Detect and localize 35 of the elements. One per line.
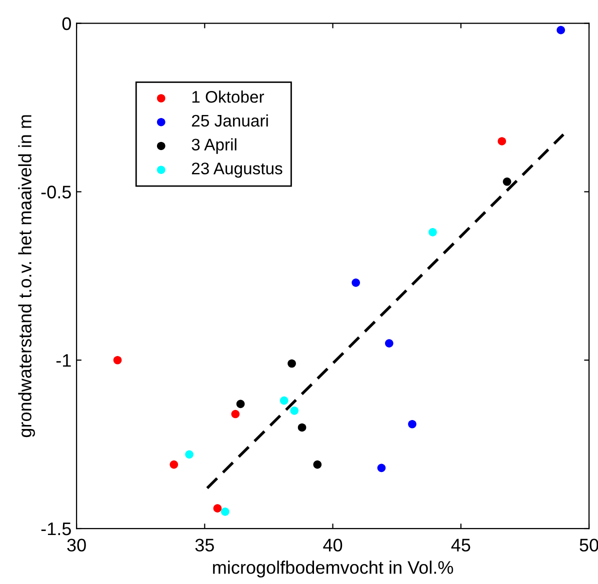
point: [556, 26, 566, 34]
point: [377, 464, 386, 472]
x-tick-label: 40: [323, 538, 342, 552]
y-tick-label: -1.5: [41, 522, 71, 536]
x-tick-label: 35: [195, 538, 214, 552]
y-tick-label: -0.5: [41, 186, 71, 198]
point: [298, 423, 306, 432]
point: [502, 177, 512, 186]
point: [290, 406, 299, 415]
legend-label: 25 Januari: [192, 114, 268, 127]
point: [498, 137, 506, 146]
y-tick-label: -1: [56, 354, 71, 367]
point: [384, 339, 394, 348]
y-tick-label: 0: [62, 17, 71, 30]
legend-label: 1 Oktober: [192, 90, 264, 103]
point: [113, 356, 122, 364]
point: [408, 420, 416, 428]
point: [313, 460, 322, 469]
point: [352, 278, 360, 287]
point: [236, 400, 245, 408]
point: [170, 460, 178, 469]
legend-label: 3 April: [192, 138, 236, 154]
x-axis-title: microgolfbodemvocht in Vol.%: [213, 560, 454, 578]
point: [185, 450, 194, 459]
y-axis-title: grondwaterstand t.o.v. het maaiveld in m: [18, 115, 36, 438]
point: [213, 504, 222, 512]
point: [221, 508, 230, 516]
point: [280, 396, 288, 405]
x-tick-label: 45: [451, 538, 470, 552]
legend-label: 23 Augustus: [192, 162, 282, 178]
x-tick-label: 50: [580, 538, 598, 552]
point: [428, 228, 437, 236]
point: [288, 359, 296, 368]
x-tick-label: 30: [67, 538, 86, 552]
point: [231, 410, 240, 418]
